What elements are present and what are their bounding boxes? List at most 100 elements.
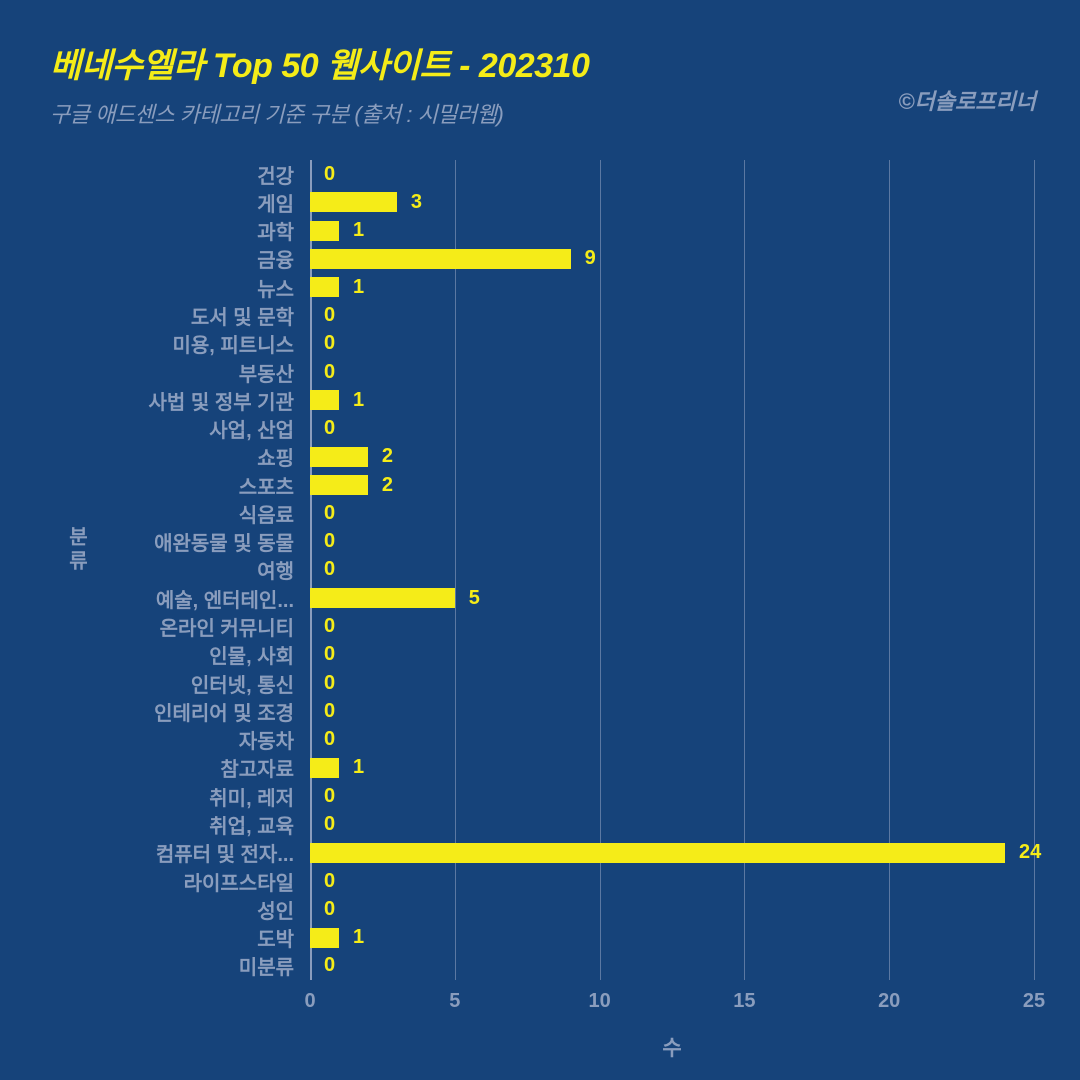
- value-label: 3: [411, 191, 422, 214]
- value-label: 0: [324, 361, 335, 384]
- chart-row: 도박1: [310, 923, 364, 951]
- chart-row: 컴퓨터 및 전자...24: [310, 839, 1041, 867]
- chart-row: 취미, 레저0: [310, 782, 335, 810]
- chart-row: 여행0: [310, 556, 335, 584]
- value-label: 24: [1019, 841, 1041, 864]
- value-label: 0: [324, 728, 335, 751]
- x-tick-label: 0: [304, 990, 315, 1013]
- chart-row: 쇼핑2: [310, 443, 393, 471]
- bar: [310, 249, 571, 269]
- category-label: 성인: [257, 895, 294, 924]
- x-axis-title: 수: [310, 1032, 1034, 1062]
- value-label: 0: [324, 304, 335, 327]
- value-label: 0: [324, 417, 335, 440]
- category-label: 인터넷, 통신: [191, 669, 294, 698]
- category-label: 애완동물 및 동물: [154, 527, 294, 556]
- chart-row: 뉴스1: [310, 273, 364, 301]
- value-label: 0: [324, 530, 335, 553]
- bar: [310, 928, 339, 948]
- category-label: 도박: [257, 923, 294, 952]
- bar: [310, 277, 339, 297]
- category-label: 게임: [257, 188, 294, 217]
- value-label: 0: [324, 163, 335, 186]
- chart-row: 라이프스타일0: [310, 867, 335, 895]
- value-label: 0: [324, 813, 335, 836]
- category-label: 인테리어 및 조경: [154, 697, 294, 726]
- chart-row: 도서 및 문학0: [310, 301, 335, 329]
- value-label: 0: [324, 898, 335, 921]
- category-label: 사법 및 정부 기관: [149, 386, 294, 415]
- value-label: 1: [353, 756, 364, 779]
- value-label: 1: [353, 926, 364, 949]
- value-label: 9: [585, 247, 596, 270]
- value-label: 1: [353, 389, 364, 412]
- category-label: 여행: [257, 555, 294, 584]
- chart-row: 식음료0: [310, 499, 335, 527]
- value-label: 0: [324, 332, 335, 355]
- category-label: 취미, 레저: [209, 782, 294, 811]
- category-label: 스포츠: [239, 471, 294, 500]
- category-label: 뉴스: [257, 273, 294, 302]
- chart-row: 인물, 사회0: [310, 641, 335, 669]
- x-tick-label: 15: [733, 990, 755, 1013]
- chart-row: 게임3: [310, 188, 422, 216]
- category-label: 식음료: [239, 499, 294, 528]
- category-label: 부동산: [239, 358, 294, 387]
- category-label: 컴퓨터 및 전자...: [156, 838, 294, 867]
- chart-header: 베네수엘라 Top 50 웹사이트 - 202310 구글 애드센스 카테고리 …: [50, 38, 1040, 129]
- chart-row: 취업, 교육0: [310, 810, 335, 838]
- chart-row: 자동차0: [310, 726, 335, 754]
- chart-row: 애완동물 및 동물0: [310, 528, 335, 556]
- category-label: 도서 및 문학: [191, 301, 294, 330]
- bar: [310, 221, 339, 241]
- value-label: 2: [382, 445, 393, 468]
- value-label: 0: [324, 785, 335, 808]
- chart-row: 미용, 피트니스0: [310, 330, 335, 358]
- value-label: 1: [353, 276, 364, 299]
- category-label: 금융: [257, 244, 294, 273]
- value-label: 1: [353, 219, 364, 242]
- chart-row: 예술, 엔터테인...5: [310, 584, 480, 612]
- category-label: 건강: [257, 160, 294, 189]
- value-label: 0: [324, 672, 335, 695]
- bar: [310, 192, 397, 212]
- x-tick-label: 10: [588, 990, 610, 1013]
- chart-row: 미분류0: [310, 952, 335, 980]
- chart-row: 성인0: [310, 895, 335, 923]
- category-label: 과학: [257, 216, 294, 245]
- chart-row: 스포츠2: [310, 471, 393, 499]
- value-label: 0: [324, 643, 335, 666]
- bar: [310, 447, 368, 467]
- bar: [310, 588, 455, 608]
- value-label: 0: [324, 870, 335, 893]
- chart-row: 과학1: [310, 217, 364, 245]
- chart-subtitle: 구글 애드센스 카테고리 기준 구분 (출처 : 시밀러웹): [50, 97, 1040, 129]
- chart-row: 인테리어 및 조경0: [310, 697, 335, 725]
- chart-credit: ©더솔로프리너: [898, 84, 1036, 116]
- chart-row: 인터넷, 통신0: [310, 669, 335, 697]
- category-label: 쇼핑: [257, 442, 294, 471]
- bar: [310, 843, 1005, 863]
- category-label: 미분류: [239, 951, 294, 980]
- chart-title: 베네수엘라 Top 50 웹사이트 - 202310: [50, 38, 1040, 87]
- category-label: 참고자료: [220, 753, 294, 782]
- category-label: 사업, 산업: [209, 414, 294, 443]
- category-label: 취업, 교육: [209, 810, 294, 839]
- category-label: 예술, 엔터테인...: [156, 584, 294, 613]
- x-tick-label: 25: [1023, 990, 1045, 1013]
- value-label: 0: [324, 615, 335, 638]
- value-label: 0: [324, 502, 335, 525]
- category-label: 라이프스타일: [184, 867, 294, 896]
- chart-row: 사법 및 정부 기관1: [310, 386, 364, 414]
- chart-row: 온라인 커뮤니티0: [310, 612, 335, 640]
- chart-row: 건강0: [310, 160, 335, 188]
- chart-row: 참고자료1: [310, 754, 364, 782]
- chart-row: 사업, 산업0: [310, 414, 335, 442]
- category-label: 자동차: [239, 725, 294, 754]
- value-label: 2: [382, 474, 393, 497]
- x-tick-label: 5: [449, 990, 460, 1013]
- y-axis-title: 분류: [62, 526, 91, 574]
- value-label: 0: [324, 558, 335, 581]
- bar: [310, 390, 339, 410]
- value-label: 0: [324, 700, 335, 723]
